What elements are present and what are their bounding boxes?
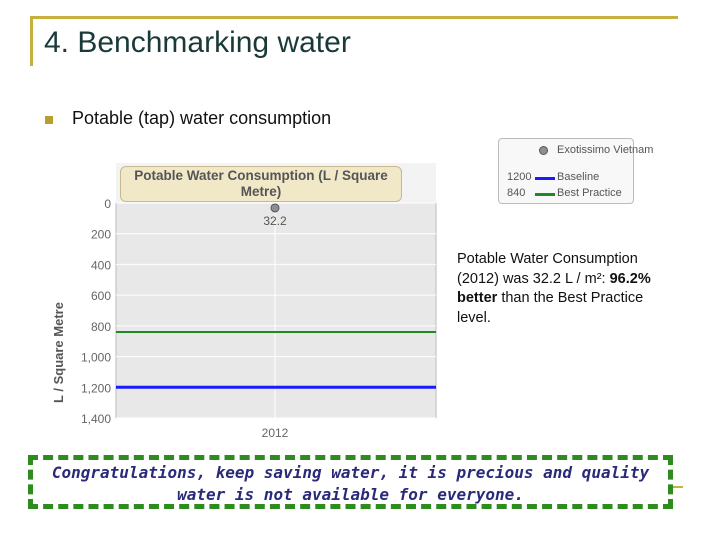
chart-title: Potable Water Consumption (L / Square Me… [120, 166, 402, 202]
banner-accent-tick [673, 486, 683, 488]
legend-line-icon [535, 193, 555, 196]
legend-label: Exotissimo Vietnam [557, 144, 654, 156]
legend-value: 840 [507, 187, 526, 199]
chart-legend: Exotissimo Vietnam 1200 Baseline 840 Bes… [498, 138, 653, 204]
data-label: 32.2 [263, 214, 287, 228]
page-title: 4. Benchmarking water [44, 26, 351, 59]
y-tick-label: 800 [91, 320, 111, 334]
y-tick-label: 600 [91, 289, 111, 303]
title-accent-side [30, 16, 33, 66]
y-tick-label: 1,400 [81, 412, 111, 426]
note-bold-text: 96.2% better [457, 270, 651, 307]
legend-line-icon [535, 177, 555, 180]
data-point [270, 203, 280, 213]
y-axis-label: L / Square Metre [51, 302, 66, 403]
legend-item-exotissimo: Exotissimo Vietnam [499, 144, 653, 158]
y-tick-label: 400 [91, 258, 111, 272]
y-tick-label: 0 [104, 197, 111, 211]
legend-item-best-practice: 840 Best Practice [499, 187, 635, 201]
plot-area [115, 202, 437, 419]
note-text: Potable Water Consumption (2012) was 32.… [457, 251, 638, 287]
bullet-square-icon [45, 116, 53, 124]
legend-item-baseline: 1200 Baseline [499, 171, 635, 185]
y-tick-label: 1,000 [81, 351, 111, 365]
legend-label: Baseline [557, 171, 600, 183]
title-accent-bar [30, 16, 678, 19]
y-tick-label: 200 [91, 228, 111, 242]
x-tick-label: 2012 [262, 426, 289, 440]
legend-value: 1200 [507, 171, 532, 183]
banner-line-1: Congratulations, keep saving water, it i… [51, 463, 650, 482]
legend-dot-icon [539, 146, 548, 155]
note-text-end: than the Best Practice level. [457, 290, 644, 326]
banner-text: Congratulations, keep saving water, it i… [33, 462, 668, 506]
y-tick-label: 1,200 [81, 381, 111, 395]
bullet-text: Potable (tap) water consumption [72, 108, 332, 128]
congratulations-banner: Congratulations, keep saving water, it i… [28, 455, 673, 509]
legend-label: Best Practice [557, 187, 622, 199]
banner-line-2: water is not available for everyone. [177, 485, 524, 504]
consumption-note: Potable Water Consumption (2012) was 32.… [457, 250, 677, 328]
